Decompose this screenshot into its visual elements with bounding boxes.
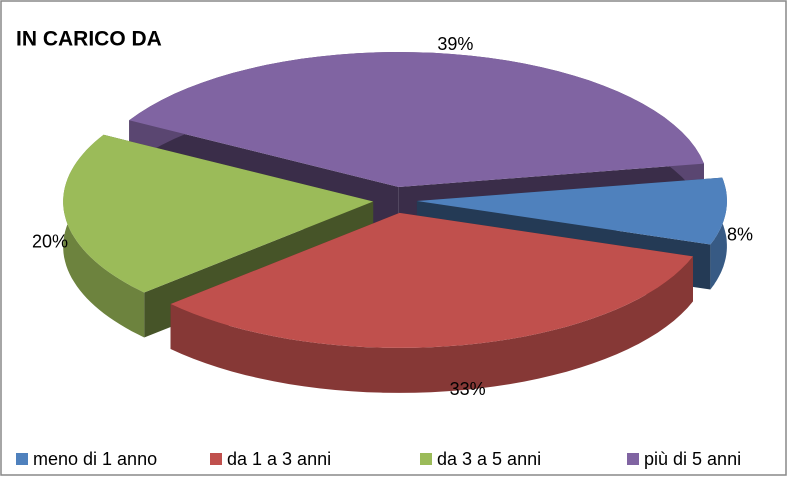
slice xyxy=(129,52,704,187)
slice xyxy=(170,212,694,348)
slice xyxy=(63,134,374,293)
legend-swatch xyxy=(210,453,222,465)
legend-swatch xyxy=(16,453,28,465)
slice-side xyxy=(170,256,694,393)
data-label: 39% xyxy=(437,34,473,54)
legend-label: meno di 1 anno xyxy=(33,449,157,469)
legend-label: da 1 a 3 anni xyxy=(227,449,331,469)
data-label: 20% xyxy=(32,232,68,252)
data-label: 8% xyxy=(727,224,753,244)
legend-swatch xyxy=(420,453,432,465)
legend-label: da 3 a 5 anni xyxy=(437,449,541,469)
chart-title: IN CARICO DA xyxy=(16,28,162,51)
data-label: 33% xyxy=(450,379,486,399)
legend-label: più di 5 anni xyxy=(644,449,741,469)
legend-swatch xyxy=(627,453,639,465)
slice xyxy=(416,177,727,245)
